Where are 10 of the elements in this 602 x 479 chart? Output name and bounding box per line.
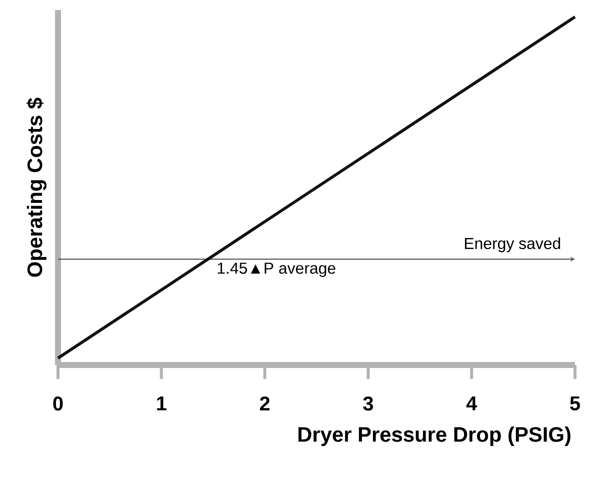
x-axis-title: Dryer Pressure Drop (PSIG) [298,426,570,446]
ref-line-label: 1.45▲P average [218,262,336,277]
x-tick-label: 0 [53,396,63,411]
x-tick-label: 3 [363,396,374,411]
x-tick-label: 1 [157,396,166,410]
annotation: Energy saved [464,237,560,252]
x-tick-label: 2 [260,396,270,410]
x-tick-label: 4 [466,396,478,410]
x-tick-label: 5 [570,396,580,410]
y-axis-title: Operating Costs $ [26,98,46,277]
